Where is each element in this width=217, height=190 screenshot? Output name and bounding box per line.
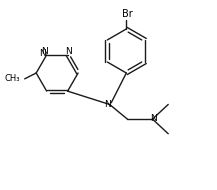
Text: N: N bbox=[104, 100, 110, 109]
Text: N: N bbox=[150, 114, 157, 123]
Text: N: N bbox=[39, 49, 46, 58]
Text: CH₃: CH₃ bbox=[5, 74, 20, 83]
Text: Br: Br bbox=[122, 10, 133, 19]
Text: N: N bbox=[65, 47, 72, 56]
Text: N: N bbox=[41, 47, 48, 56]
